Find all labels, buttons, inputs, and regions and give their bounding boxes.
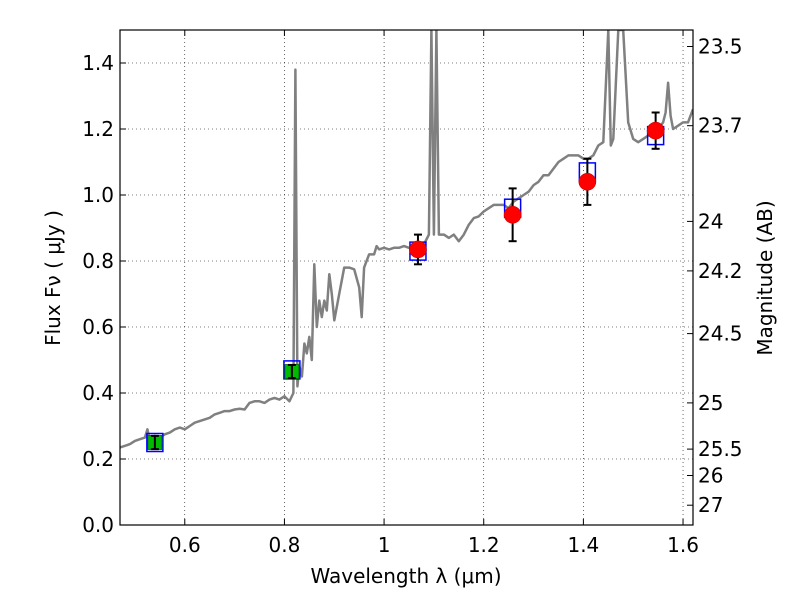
model-band-square	[146, 432, 164, 453]
nir-photometry-point	[646, 121, 665, 140]
plot-frame	[119, 29, 694, 526]
markers	[146, 111, 665, 453]
y2-tick-label: 27	[698, 493, 723, 517]
y2-tick-label: 25	[698, 391, 723, 415]
y-tick-label: 0.6	[82, 315, 114, 339]
y2-tick-label: 24	[698, 209, 723, 233]
y2-axis-label: Magnitude (AB)	[753, 200, 777, 355]
y-tick-label: 1.2	[82, 117, 114, 141]
y2-tick-label: 26	[698, 464, 723, 488]
x-tick-label: 1.2	[468, 533, 500, 557]
spectrum-line	[120, 30, 693, 449]
x-axis-label: Wavelength λ (μm)	[310, 564, 501, 588]
x-tick-label: 0.6	[169, 533, 201, 557]
nir-photometry-point	[578, 173, 597, 191]
y-axis-label: Flux Fν ( μJy )	[41, 210, 65, 346]
y-tick-label: 0.8	[82, 249, 114, 273]
x-tick-label: 1	[378, 533, 391, 557]
nir-photometry-point	[409, 240, 427, 259]
y-tick-label: 0.4	[82, 381, 114, 405]
y2-tick-label: 25.5	[698, 437, 743, 461]
y2-tick-label: 24.5	[698, 322, 743, 346]
y-tick-label: 1.0	[82, 183, 114, 207]
x-tick-label: 1.6	[667, 533, 699, 557]
plot-area	[120, 30, 693, 449]
x-tick-label: 1.4	[567, 533, 599, 557]
grid-lines	[120, 30, 693, 526]
nir-photometry-point	[503, 206, 522, 224]
y-tick-label: 1.4	[82, 51, 114, 75]
axes: 0.6 0.8 1 1.2 1.4 1.6 0.0 0.2 0.4 0.6 0.8 1.0 1.2 1.4…	[82, 30, 743, 557]
y-tick-label: 0.0	[82, 513, 114, 537]
x-tick-label: 0.8	[269, 533, 301, 557]
y2-tick-label: 24.2	[698, 259, 743, 283]
y2-tick-label: 23.5	[698, 35, 743, 59]
y-tick-label: 0.2	[82, 447, 114, 471]
y2-tick-label: 23.7	[698, 114, 743, 138]
